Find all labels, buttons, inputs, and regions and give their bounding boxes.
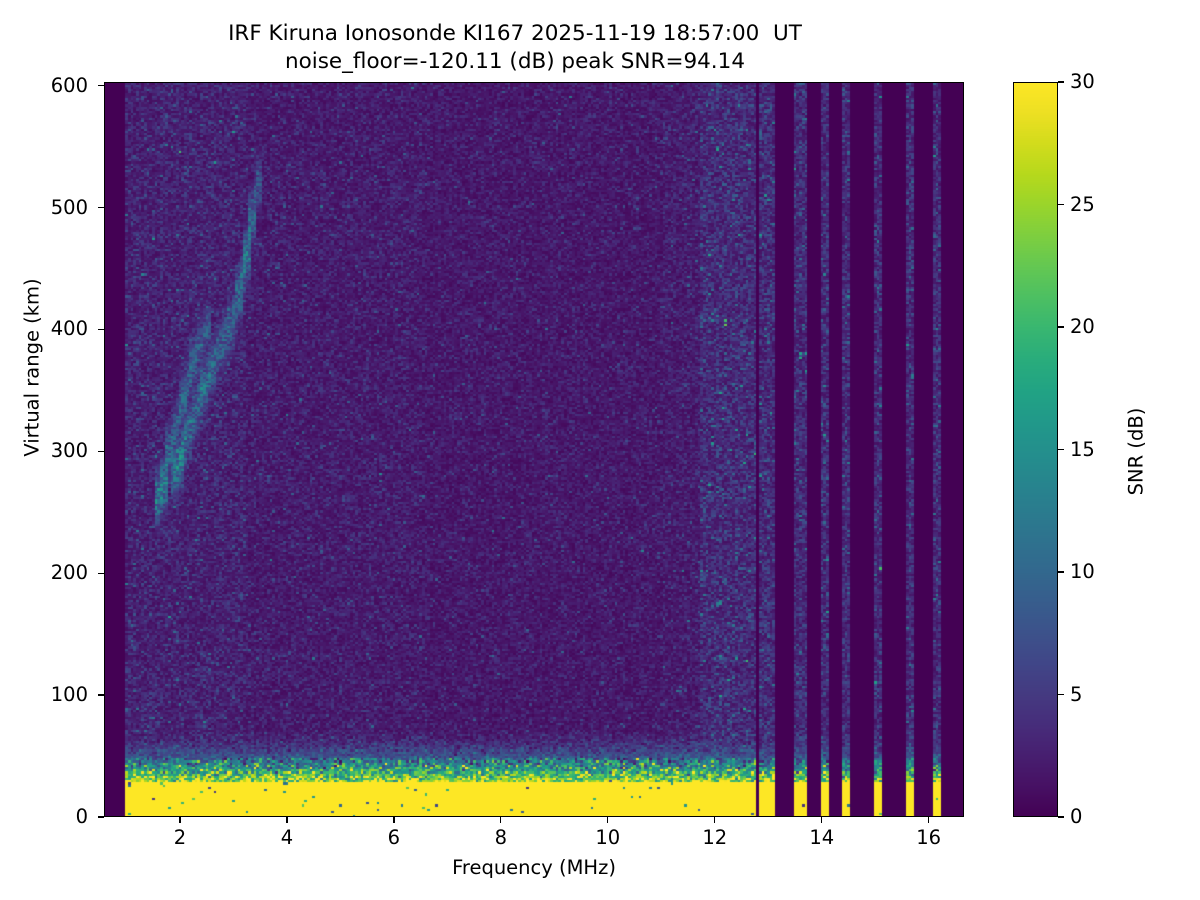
colorbar-tick-label: 15 <box>1070 437 1095 461</box>
x-tick-label: 8 <box>494 826 508 849</box>
title-line-1: IRF Kiruna Ionosonde KI167 2025-11-19 18… <box>228 21 802 46</box>
y-tick-label: 600 <box>50 73 88 97</box>
y-tick-label: 300 <box>50 439 88 463</box>
colorbar-tick-label: 25 <box>1070 192 1095 216</box>
colorbar-tick-label: 0 <box>1070 805 1083 828</box>
colorbar <box>1013 82 1058 817</box>
y-tick-mark <box>98 572 104 574</box>
x-axis-label: Frequency (MHz) <box>452 856 616 879</box>
colorbar-tick-mark <box>1058 326 1064 328</box>
colorbar-tick-label: 10 <box>1070 560 1095 583</box>
x-tick-label: 16 <box>916 826 942 849</box>
colorbar-tick-label: 20 <box>1070 315 1095 338</box>
colorbar-gradient <box>1014 83 1057 816</box>
x-tick-label: 2 <box>173 826 187 849</box>
y-tick-mark <box>98 328 104 331</box>
colorbar-tick-mark <box>1058 571 1064 573</box>
x-tick-label: 10 <box>595 826 621 849</box>
y-tick-label: 0 <box>75 805 88 828</box>
y-tick-label: 100 <box>50 683 88 707</box>
title-line-2: noise_floor=-120.11 (dB) peak SNR=94.14 <box>284 48 746 74</box>
x-tick-label: 4 <box>280 826 294 849</box>
x-tick-mark <box>821 817 823 823</box>
y-tick-label: 200 <box>50 561 88 585</box>
x-tick-mark <box>179 817 181 823</box>
ionogram-axes <box>104 82 964 817</box>
x-tick-mark <box>393 817 395 823</box>
colorbar-tick-label: 5 <box>1070 682 1083 706</box>
y-tick-label: 400 <box>50 317 88 341</box>
colorbar-tick-mark <box>1058 816 1064 818</box>
y-tick-mark <box>98 450 104 452</box>
x-tick-label: 14 <box>809 826 835 849</box>
x-tick-mark <box>928 817 930 823</box>
colorbar-tick-mark <box>1058 693 1064 696</box>
colorbar-tick-mark <box>1058 81 1064 83</box>
colorbar-tick-mark <box>1058 448 1064 451</box>
x-tick-label: 6 <box>387 826 401 849</box>
colorbar-tick-label: 30 <box>1070 70 1095 93</box>
x-tick-label: 12 <box>702 826 728 849</box>
ionogram-heatmap <box>105 83 963 816</box>
y-tick-mark <box>98 85 104 87</box>
y-tick-label: 500 <box>50 195 88 219</box>
colorbar-label: SNR (dB) <box>1124 407 1148 496</box>
y-tick-mark <box>98 694 104 696</box>
x-tick-mark <box>714 817 716 823</box>
x-tick-mark <box>500 817 502 823</box>
x-tick-mark <box>607 817 609 823</box>
figure-title: IRF Kiruna Ionosonde KI167 2025-11-19 18… <box>0 20 1030 75</box>
y-tick-mark <box>98 206 104 209</box>
y-tick-mark <box>98 816 104 818</box>
y-axis-label: Virtual range (km) <box>20 278 44 457</box>
colorbar-tick-mark <box>1058 203 1064 206</box>
x-tick-mark <box>286 817 288 823</box>
